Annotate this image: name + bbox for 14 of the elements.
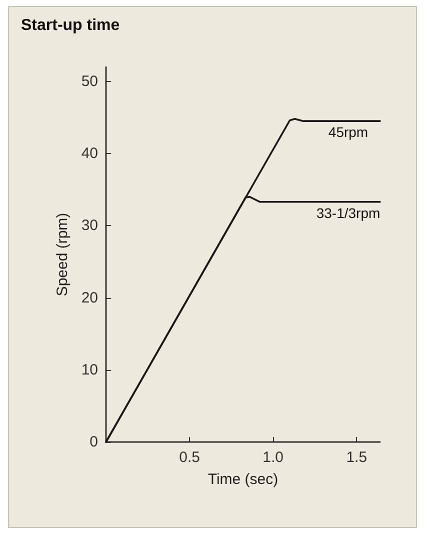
x-tick-label: 1.0 <box>262 449 284 466</box>
x-axis-title: Time (sec) <box>208 471 278 488</box>
y-axis-title: Speed (rpm) <box>54 212 71 296</box>
y-tick-label: 40 <box>81 145 98 162</box>
chart-title: Start-up time <box>21 17 120 35</box>
y-tick-label: 50 <box>81 72 98 90</box>
y-tick-label: 10 <box>81 361 98 378</box>
y-tick-label: 20 <box>81 289 98 306</box>
x-tick-label: 1.5 <box>346 449 368 466</box>
y-tick-label: 0 <box>90 434 98 450</box>
x-tick-label: 0.5 <box>179 449 200 466</box>
series-label: 45rpm <box>328 124 368 140</box>
y-tick-label: 30 <box>81 217 98 234</box>
series-label: 33-1/3rpm <box>316 204 380 221</box>
